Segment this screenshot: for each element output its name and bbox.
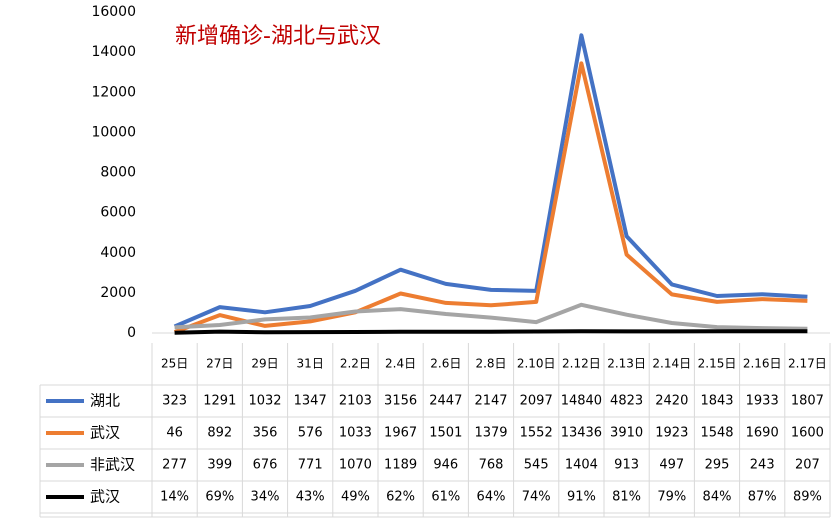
x-tick-label: 2.13日 (607, 357, 646, 371)
y-tick-label: 0 (127, 325, 136, 341)
table-cell: 1967 (384, 426, 417, 441)
legend-label: 武汉 (90, 424, 120, 442)
series-line (174, 329, 808, 335)
table-cell: 69% (205, 490, 234, 505)
table-cell: 13436 (561, 426, 602, 441)
x-tick-label: 2.2日 (340, 357, 371, 371)
table-cell: 1690 (746, 426, 779, 441)
y-tick-label: 2000 (100, 285, 136, 301)
table-cell: 1923 (655, 426, 688, 441)
table-cell: 43% (296, 490, 325, 505)
y-tick-label: 4000 (100, 245, 136, 261)
y-tick-label: 8000 (100, 165, 136, 181)
table-cell: 576 (298, 426, 323, 441)
table-cell: 3156 (384, 394, 417, 409)
table-cell: 545 (524, 458, 549, 473)
table-cell: 1379 (474, 426, 507, 441)
x-tick-label: 29日 (251, 357, 278, 371)
y-tick-label: 10000 (91, 124, 136, 140)
table-cell: 243 (750, 458, 775, 473)
x-tick-label: 2.14日 (652, 357, 691, 371)
table-cell: 1552 (520, 426, 553, 441)
table-cell: 399 (207, 458, 232, 473)
table-cell: 1843 (700, 394, 733, 409)
legend-label: 武汉 (90, 488, 120, 506)
table-cell: 89% (793, 490, 822, 505)
x-tick-label: 31日 (297, 357, 324, 371)
table-cell: 1548 (700, 426, 733, 441)
table-cell: 207 (795, 458, 820, 473)
table-cell: 356 (253, 426, 278, 441)
table-cell: 1189 (384, 458, 417, 473)
y-tick-label: 14000 (91, 44, 136, 60)
table-cell: 34% (251, 490, 280, 505)
chart-title: 新增确诊-湖北与武汉 (175, 24, 381, 49)
table-cell: 1933 (746, 394, 779, 409)
table-cell: 14840 (561, 394, 602, 409)
x-tick-label: 25日 (161, 357, 188, 371)
table-cell: 1347 (294, 394, 327, 409)
table-cell: 2420 (655, 394, 688, 409)
table-cell: 64% (477, 490, 506, 505)
table-cell: 277 (162, 458, 187, 473)
table-cell: 1600 (791, 426, 824, 441)
table-cell: 4823 (610, 394, 643, 409)
x-tick-label: 2.16日 (743, 357, 782, 371)
table-cell: 2447 (429, 394, 462, 409)
table-cell: 84% (703, 490, 732, 505)
table-cell: 2147 (474, 394, 507, 409)
x-tick-label: 27日 (206, 357, 233, 371)
legend-label: 湖北 (90, 392, 120, 410)
table-cell: 892 (207, 426, 232, 441)
table-cell: 295 (705, 458, 730, 473)
table-cell: 1291 (203, 394, 236, 409)
y-tick-label: 16000 (91, 4, 136, 20)
table-cell: 2097 (520, 394, 553, 409)
table-cell: 1404 (565, 458, 598, 473)
series-line (173, 33, 808, 329)
table-cell: 81% (612, 490, 641, 505)
table-cell: 87% (748, 490, 777, 505)
table-cell: 79% (657, 490, 686, 505)
table-cell: 676 (253, 458, 278, 473)
table-cell: 46 (166, 426, 183, 441)
x-tick-label: 2.12日 (562, 357, 601, 371)
table-cell: 497 (659, 458, 684, 473)
x-tick-label: 2.8日 (475, 357, 506, 371)
series-line (173, 61, 808, 334)
table-cell: 1033 (339, 426, 372, 441)
table-cell: 2103 (339, 394, 372, 409)
x-tick-label: 2.6日 (430, 357, 461, 371)
table-cell: 14% (160, 490, 189, 505)
table-cell: 323 (162, 394, 187, 409)
table-cell: 1070 (339, 458, 372, 473)
y-tick-label: 6000 (100, 205, 136, 221)
legend-label: 非武汉 (90, 456, 135, 474)
table-cell: 1032 (248, 394, 281, 409)
y-tick-label: 12000 (91, 84, 136, 100)
x-tick-label: 2.4日 (385, 357, 416, 371)
x-tick-label: 2.17日 (788, 357, 827, 371)
x-tick-label: 2.15日 (698, 357, 737, 371)
table-cell: 1807 (791, 394, 824, 409)
table-cell: 61% (431, 490, 460, 505)
table-cell: 946 (433, 458, 458, 473)
table-cell: 768 (479, 458, 504, 473)
table-cell: 913 (614, 458, 639, 473)
table-cell: 771 (298, 458, 323, 473)
table-cell: 49% (341, 490, 370, 505)
table-cell: 62% (386, 490, 415, 505)
table-cell: 1501 (429, 426, 462, 441)
table-cell: 3910 (610, 426, 643, 441)
x-tick-label: 2.10日 (517, 357, 556, 371)
table-cell: 74% (522, 490, 551, 505)
series-line (174, 302, 808, 331)
table-cell: 91% (567, 490, 596, 505)
